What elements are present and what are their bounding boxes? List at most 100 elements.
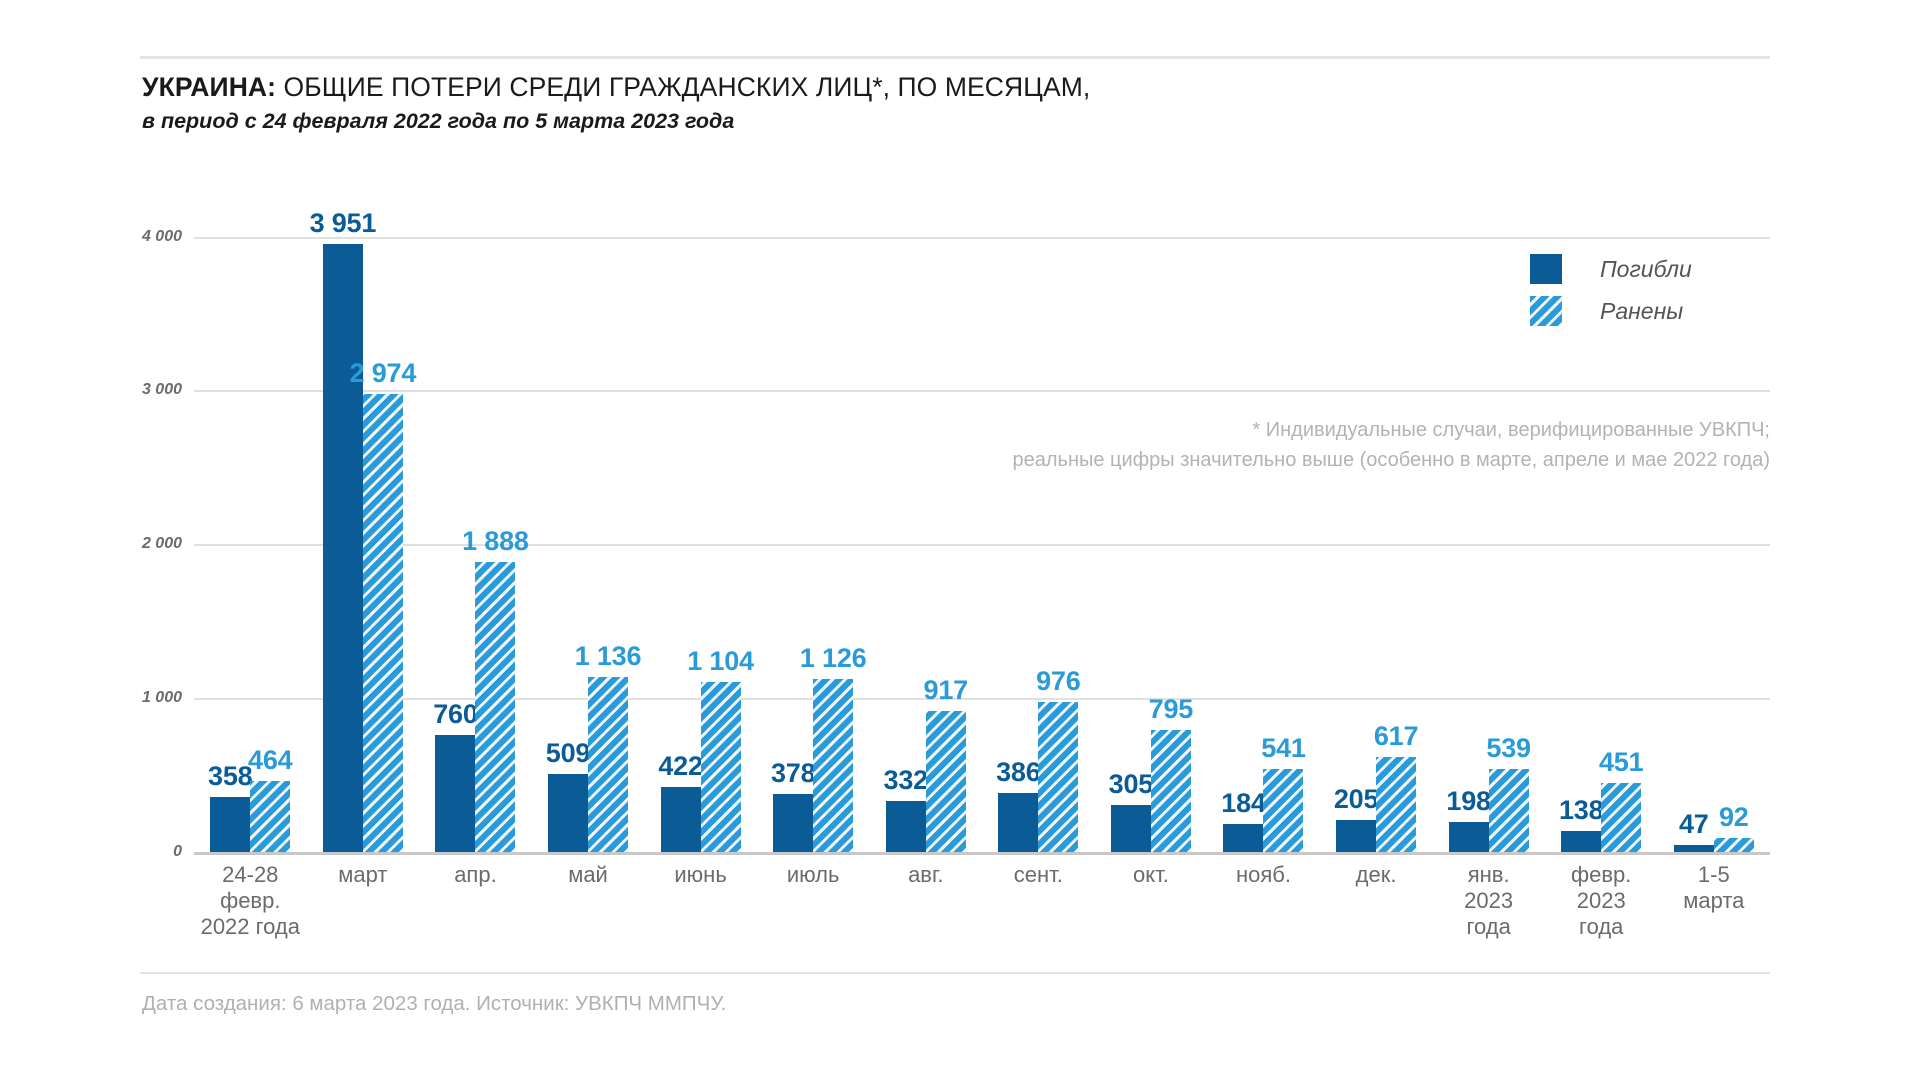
bar-group: 386 976 bbox=[982, 175, 1095, 852]
bar-killed[interactable]: 358 bbox=[208, 761, 253, 852]
bar-wrapper: 464 bbox=[248, 175, 293, 852]
bar-injured[interactable]: 464 bbox=[248, 745, 293, 852]
bar-wrapper: 1 136 bbox=[575, 175, 642, 852]
bar-value-label: 795 bbox=[1148, 693, 1194, 724]
bar-group: 205 617 bbox=[1320, 175, 1433, 852]
bar-wrapper: 47 bbox=[1673, 175, 1714, 852]
bar-wrapper: 2 974 bbox=[350, 175, 416, 852]
bar-wrapper: 760 bbox=[433, 175, 478, 852]
bar-value-label: 976 bbox=[1036, 665, 1081, 696]
bar-value-label: 378 bbox=[770, 757, 816, 788]
bar-group: 305 795 bbox=[1095, 175, 1208, 852]
bar-wrapper: 1 104 bbox=[687, 175, 754, 852]
bar-group: 422 1 104 bbox=[644, 175, 757, 852]
bar-group: 138 451 bbox=[1545, 175, 1658, 852]
bar-value-label: 541 bbox=[1261, 732, 1306, 763]
x-axis-tick-label: 1-5 марта bbox=[1683, 862, 1745, 913]
bar-injured[interactable]: 976 bbox=[1036, 666, 1081, 852]
y-axis-tick-label: 2 000 bbox=[141, 535, 182, 553]
bar-value-label: 422 bbox=[658, 751, 703, 782]
bar-value-label: 138 bbox=[1558, 794, 1604, 825]
bar-killed[interactable]: 198 bbox=[1446, 786, 1491, 852]
bar-injured[interactable]: 1 888 bbox=[462, 526, 529, 852]
bar-value-label: 198 bbox=[1446, 785, 1491, 816]
bar-injured[interactable]: 617 bbox=[1374, 721, 1418, 852]
bar-killed[interactable]: 509 bbox=[546, 738, 590, 852]
bar-value-label: 1 104 bbox=[687, 646, 754, 677]
bar-group: 760 1 888 bbox=[419, 175, 532, 852]
bar-killed[interactable]: 184 bbox=[1221, 788, 1266, 852]
bar-wrapper: 305 bbox=[1109, 175, 1153, 852]
bar-value-label: 917 bbox=[923, 674, 969, 705]
legend-item-injured[interactable]: Ранены bbox=[1530, 290, 1692, 332]
x-axis-tick-label: июнь bbox=[674, 862, 727, 887]
bar-injured[interactable]: 539 bbox=[1486, 733, 1531, 852]
bar-value-label: 184 bbox=[1221, 787, 1266, 818]
bar-value-label: 305 bbox=[1108, 769, 1154, 800]
bar-value-label: 2 974 bbox=[349, 358, 417, 389]
x-axis-tick-label: сент. bbox=[1013, 862, 1063, 887]
x-axis-tick-label: дек. bbox=[1355, 862, 1397, 887]
x-axis-tick-label: март bbox=[338, 862, 388, 887]
y-axis-tick-label: 1 000 bbox=[141, 689, 182, 707]
bar-injured[interactable]: 451 bbox=[1599, 747, 1644, 852]
bar-wrapper: 378 bbox=[771, 175, 816, 852]
bar-injured[interactable]: 1 104 bbox=[687, 646, 754, 852]
bar-injured[interactable]: 1 126 bbox=[800, 643, 867, 852]
bar-wrapper: 386 bbox=[996, 175, 1041, 852]
bar-wrapper: 422 bbox=[658, 175, 703, 852]
y-axis-tick-label: 0 bbox=[173, 843, 182, 860]
bar-killed[interactable]: 760 bbox=[433, 699, 478, 852]
bar-wrapper: 358 bbox=[208, 175, 253, 852]
x-axis-tick-label: апр. bbox=[454, 862, 497, 887]
bar-group: 358 464 bbox=[194, 175, 307, 852]
bar-wrapper: 1 126 bbox=[800, 175, 867, 852]
bar-group: 47 92 bbox=[1658, 175, 1771, 852]
title-rest: ОБЩИЕ ПОТЕРИ СРЕДИ ГРАЖДАНСКИХ ЛИЦ*, ПО … bbox=[276, 72, 1091, 102]
bar-value-label: 1 126 bbox=[799, 642, 867, 673]
bar-wrapper: 3 951 bbox=[310, 175, 376, 852]
bar-group: 184 541 bbox=[1207, 175, 1320, 852]
bar-killed[interactable]: 422 bbox=[658, 751, 703, 852]
bar-value-label: 760 bbox=[433, 699, 478, 730]
source-note: Дата создания: 6 марта 2023 года. Источн… bbox=[142, 992, 727, 1015]
bar-groups: 358 464 3 951 2 974 760 1 888 509 1 136 422 1 104… bbox=[194, 175, 1770, 852]
bar-injured[interactable]: 917 bbox=[924, 675, 968, 852]
bar-injured[interactable]: 2 974 bbox=[350, 358, 416, 852]
bar-injured[interactable]: 1 136 bbox=[575, 641, 642, 852]
bar-group: 198 539 bbox=[1432, 175, 1545, 852]
chart-legend: Погибли Ранены bbox=[1530, 248, 1692, 332]
bar-wrapper: 205 bbox=[1334, 175, 1378, 852]
legend-swatch-injured-icon bbox=[1530, 296, 1562, 326]
bar-group: 3 951 2 974 bbox=[307, 175, 420, 852]
bar-group: 332 917 bbox=[869, 175, 982, 852]
legend-label-injured: Ранены bbox=[1600, 297, 1684, 324]
bar-killed[interactable]: 305 bbox=[1109, 769, 1153, 852]
x-axis-tick-label: окт. bbox=[1132, 862, 1169, 887]
bar-killed[interactable]: 47 bbox=[1673, 809, 1714, 852]
gridline bbox=[194, 236, 1770, 239]
bar-killed[interactable]: 378 bbox=[771, 758, 816, 852]
bar-wrapper: 184 bbox=[1221, 175, 1266, 852]
bar-injured[interactable]: 541 bbox=[1261, 733, 1306, 852]
x-axis-tick-label: июль bbox=[786, 862, 840, 887]
bar-killed[interactable]: 205 bbox=[1334, 784, 1378, 852]
bar-injured[interactable]: 795 bbox=[1149, 694, 1193, 852]
bar-injured[interactable]: 92 bbox=[1713, 802, 1754, 852]
bar-killed[interactable]: 138 bbox=[1559, 795, 1604, 852]
bar-value-label: 386 bbox=[996, 756, 1041, 787]
bar-value-label: 3 951 bbox=[309, 208, 377, 239]
gridline bbox=[194, 390, 1770, 393]
bar-wrapper: 541 bbox=[1261, 175, 1306, 852]
bar-wrapper: 509 bbox=[546, 175, 590, 852]
legend-item-killed[interactable]: Погибли bbox=[1530, 248, 1692, 290]
bar-wrapper: 976 bbox=[1036, 175, 1081, 852]
bar-killed[interactable]: 332 bbox=[884, 765, 928, 852]
bar-killed[interactable]: 3 951 bbox=[310, 208, 376, 852]
bar-wrapper: 539 bbox=[1486, 175, 1531, 852]
title-country: УКРАИНА: bbox=[142, 72, 277, 102]
bar-killed[interactable]: 386 bbox=[996, 757, 1041, 852]
x-axis-tick-label: февр. 2023 года bbox=[1571, 862, 1632, 939]
